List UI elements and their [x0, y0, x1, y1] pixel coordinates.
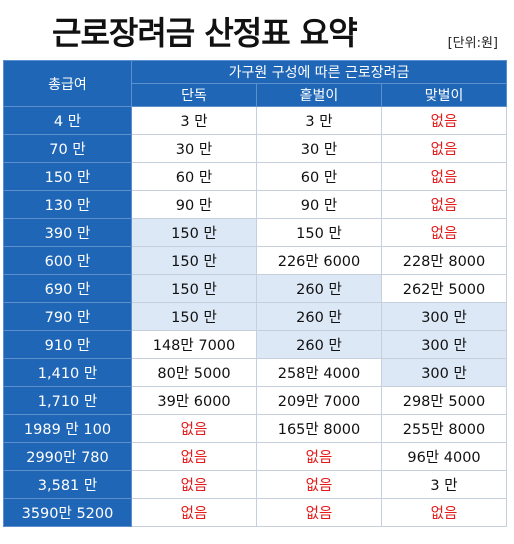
page-title: 근로장려금 산정표 요약 [52, 14, 358, 52]
cell-dual-earner: 없음 [380, 162, 508, 191]
cell-single: 150 만 [131, 218, 257, 247]
cell-dual-earner: 없음 [380, 190, 508, 219]
table-row: 790 만 150 만 260 만 300 만 [3, 302, 508, 331]
row-label-total-pay: 390 만 [3, 218, 132, 247]
row-label-total-pay: 690 만 [3, 274, 132, 303]
row-header-total-pay: 총급여 [3, 60, 132, 107]
cell-dual-earner: 262만 5000 [380, 274, 508, 303]
row-label-total-pay: 1989 만 100 [3, 414, 132, 443]
table-row: 1,710 만 39만 6000 209만 7000 298만 5000 [3, 386, 508, 415]
cell-dual-earner: 298만 5000 [380, 386, 508, 415]
table-row: 3590만 5200 없음 없음 없음 [3, 498, 508, 527]
table-row: 150 만 60 만 60 만 없음 [3, 162, 508, 191]
cell-dual-earner: 228만 8000 [380, 246, 508, 275]
cell-single-earner: 없음 [256, 470, 382, 499]
cell-single-earner: 165만 8000 [256, 414, 382, 443]
cell-single: 80만 5000 [131, 358, 257, 387]
cell-single: 없음 [131, 498, 257, 527]
cell-single-earner: 226만 6000 [256, 246, 382, 275]
table-row: 910 만 148만 7000 260 만 300 만 [3, 330, 508, 359]
cell-single-earner: 없음 [256, 442, 382, 471]
cell-single: 150 만 [131, 274, 257, 303]
cell-single: 150 만 [131, 246, 257, 275]
row-label-total-pay: 790 만 [3, 302, 132, 331]
cell-dual-earner: 없음 [380, 498, 508, 527]
table-row: 1989 만 100 없음 165만 8000 255만 8000 [3, 414, 508, 443]
unit-label: [단위:원] [447, 36, 498, 51]
cell-single-earner: 260 만 [256, 302, 382, 331]
cell-single-earner: 150 만 [256, 218, 382, 247]
table-row: 130 만 90 만 90 만 없음 [3, 190, 508, 219]
cell-dual-earner: 없음 [380, 218, 508, 247]
table-row: 2990만 780 없음 없음 96만 4000 [3, 442, 508, 471]
column-header-single-earner: 홑벌이 [256, 83, 382, 107]
row-label-total-pay: 130 만 [3, 190, 132, 219]
cell-dual-earner: 없음 [380, 134, 508, 163]
cell-single: 39만 6000 [131, 386, 257, 415]
cell-single-earner: 260 만 [256, 274, 382, 303]
cell-single: 없음 [131, 414, 257, 443]
cell-single-earner: 3 만 [256, 106, 382, 135]
table-row: 70 만 30 만 30 만 없음 [3, 134, 508, 163]
cell-single: 150 만 [131, 302, 257, 331]
row-label-total-pay: 1,710 만 [3, 386, 132, 415]
cell-single-earner: 30 만 [256, 134, 382, 163]
row-label-total-pay: 70 만 [3, 134, 132, 163]
cell-single: 없음 [131, 442, 257, 471]
cell-single: 30 만 [131, 134, 257, 163]
cell-single: 148만 7000 [131, 330, 257, 359]
row-label-total-pay: 1,410 만 [3, 358, 132, 387]
row-label-total-pay: 2990만 780 [3, 442, 132, 471]
cell-dual-earner: 255만 8000 [380, 414, 508, 443]
row-label-total-pay: 3590만 5200 [3, 498, 132, 527]
cell-single-earner: 없음 [256, 498, 382, 527]
group-header: 가구원 구성에 따른 근로장려금 [130, 60, 508, 84]
table-row: 3,581 만 없음 없음 3 만 [3, 470, 508, 499]
column-header-single: 단독 [131, 83, 257, 107]
cell-single-earner: 209만 7000 [256, 386, 382, 415]
table-row: 690 만 150 만 260 만 262만 5000 [3, 274, 508, 303]
cell-single-earner: 260 만 [256, 330, 382, 359]
row-label-total-pay: 150 만 [3, 162, 132, 191]
cell-single: 60 만 [131, 162, 257, 191]
table-row: 600 만 150 만 226만 6000 228만 8000 [3, 246, 508, 275]
cell-single: 3 만 [131, 106, 257, 135]
cell-dual-earner: 300 만 [380, 330, 508, 359]
table-row: 1,410 만 80만 5000 258만 4000 300 만 [3, 358, 508, 387]
cell-single: 없음 [131, 470, 257, 499]
row-label-total-pay: 4 만 [3, 106, 132, 135]
cell-single-earner: 258만 4000 [256, 358, 382, 387]
cell-dual-earner: 없음 [380, 106, 508, 135]
cell-dual-earner: 3 만 [380, 470, 508, 499]
cell-dual-earner: 300 만 [380, 302, 508, 331]
cell-dual-earner: 300 만 [380, 358, 508, 387]
row-label-total-pay: 600 만 [3, 246, 132, 275]
cell-single-earner: 90 만 [256, 190, 382, 219]
row-label-total-pay: 910 만 [3, 330, 132, 359]
table-row: 390 만 150 만 150 만 없음 [3, 218, 508, 247]
cell-dual-earner: 96만 4000 [380, 442, 508, 471]
cell-single: 90 만 [131, 190, 257, 219]
row-label-total-pay: 3,581 만 [3, 470, 132, 499]
column-header-dual-earner: 맞벌이 [380, 83, 508, 107]
cell-single-earner: 60 만 [256, 162, 382, 191]
